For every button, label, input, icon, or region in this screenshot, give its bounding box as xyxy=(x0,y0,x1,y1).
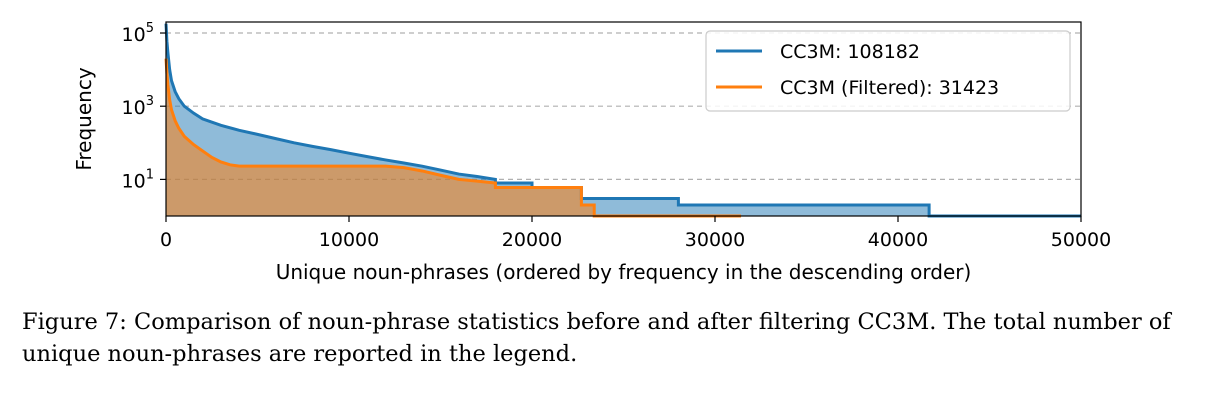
x-tick-label-5: 50000 xyxy=(1051,229,1111,251)
y-tick-label-1: 103 xyxy=(122,94,154,119)
x-axis-label: Unique noun-phrases (ordered by frequenc… xyxy=(276,260,972,284)
series-area-cc3m-filtered xyxy=(166,58,742,216)
x-tick-label-0: 0 xyxy=(160,229,172,251)
y-tick-label-0: 101 xyxy=(122,167,154,192)
plot-frame xyxy=(165,21,1082,217)
legend-box xyxy=(705,30,1071,112)
chart: 0 10000 20000 30000 40000 50000 101 103 105 Uni… xyxy=(72,21,1111,284)
y-tick-label-2: 105 xyxy=(122,21,154,46)
series-lines xyxy=(164,23,1081,218)
figure-caption: Figure 7: Comparison of noun-phrase stat… xyxy=(22,309,1171,367)
x-axis-ticks: 0 10000 20000 30000 40000 50000 xyxy=(160,216,1111,251)
series-line-cc3m-filtered xyxy=(164,58,742,218)
x-tick-label-2: 20000 xyxy=(502,229,562,251)
x-tick-label-1: 10000 xyxy=(319,229,379,251)
y-axis-label: Frequency xyxy=(72,67,96,170)
x-tick-label-3: 30000 xyxy=(685,229,745,251)
chart-svg: 0 10000 20000 30000 40000 50000 101 103 105 Uni… xyxy=(72,21,1111,284)
legend-label-0: CC3M: 108182 xyxy=(780,41,920,63)
x-tick-label-4: 40000 xyxy=(868,229,928,251)
legend-label-1: CC3M (Filtered): 31423 xyxy=(780,77,999,99)
y-axis-ticks: 101 103 105 xyxy=(122,21,166,192)
legend: CC3M: 108182 CC3M (Filtered): 31423 xyxy=(705,30,1071,112)
